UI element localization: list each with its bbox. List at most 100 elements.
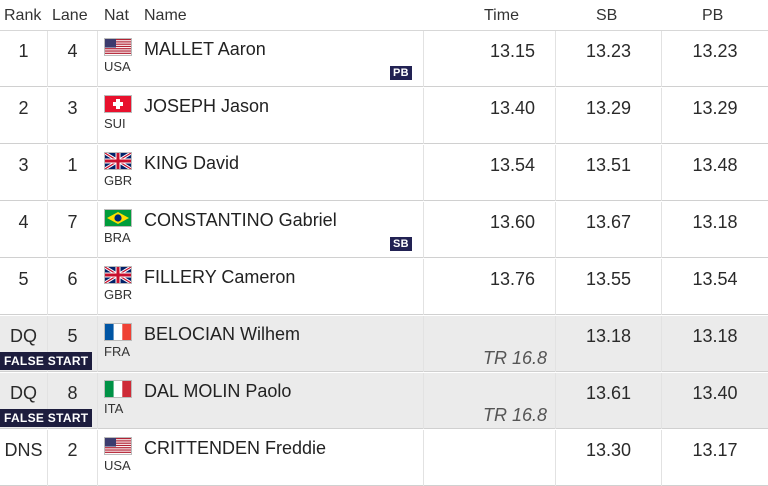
athlete-name[interactable]: FILLERY Cameron [144, 267, 295, 288]
nat-code: USA [104, 59, 131, 74]
sb-cell: 13.29 [556, 88, 662, 144]
nat-cell: USA [98, 430, 140, 486]
pb-cell: 13.40 [662, 373, 768, 429]
name-cell: FILLERY Cameron [140, 259, 424, 315]
personal-best-value: 13.23 [662, 41, 768, 62]
personal-best-value: 13.40 [662, 383, 768, 404]
name-cell: CRITTENDEN Freddie [140, 430, 424, 486]
season-best-value: 13.51 [556, 155, 661, 176]
nat-cell: SUI [98, 88, 140, 144]
sb-cell: 13.18 [556, 316, 662, 372]
time-cell: 13.54 [424, 145, 556, 201]
it-flag-icon [104, 380, 132, 398]
rule-reference: TR 16.8 [483, 348, 547, 369]
athlete-name[interactable]: KING David [144, 153, 239, 174]
time-value: 13.15 [490, 41, 535, 62]
season-best-value: 13.61 [556, 383, 661, 404]
nat-cell: BRA [98, 202, 140, 258]
rank: 5 [0, 269, 47, 290]
pb-cell: 13.54 [662, 259, 768, 315]
personal-best-value: 13.18 [662, 212, 768, 233]
nat-code: SUI [104, 116, 126, 131]
time-cell [424, 430, 556, 486]
season-best-value: 13.18 [556, 326, 661, 347]
results-table-header: Rank Lane Nat Name Time SB PB [0, 0, 768, 31]
col-header-sb[interactable]: SB [596, 7, 617, 25]
season-best-value: 13.67 [556, 212, 661, 233]
season-best-value: 13.23 [556, 41, 661, 62]
col-header-time[interactable]: Time [484, 7, 519, 25]
athlete-name[interactable]: CONSTANTINO Gabriel [144, 210, 337, 231]
lane-cell: 3 [48, 88, 98, 144]
athlete-name[interactable]: MALLET Aaron [144, 39, 266, 60]
nat-code: ITA [104, 401, 123, 416]
personal-best-value: 13.54 [662, 269, 768, 290]
season-best-value: 13.30 [556, 440, 661, 461]
ch-flag-icon [104, 95, 132, 113]
rank: 2 [0, 98, 47, 119]
athlete-name[interactable]: CRITTENDEN Freddie [144, 438, 326, 459]
col-header-nat[interactable]: Nat [104, 7, 129, 25]
col-header-lane[interactable]: Lane [52, 7, 88, 25]
rank: 1 [0, 41, 47, 62]
athlete-name[interactable]: JOSEPH Jason [144, 96, 269, 117]
pb-cell: 13.17 [662, 430, 768, 486]
col-header-name[interactable]: Name [144, 7, 187, 25]
personal-best-value: 13.48 [662, 155, 768, 176]
name-cell: DAL MOLIN Paolo [140, 373, 424, 429]
us-flag-icon [104, 38, 132, 56]
false-start-label: FALSE START [0, 409, 92, 427]
lane: 2 [48, 440, 97, 461]
time-value: 13.54 [490, 155, 535, 176]
sb-cell: 13.55 [556, 259, 662, 315]
nat-cell: ITA [98, 373, 140, 429]
time-cell: TR 16.8 [424, 373, 556, 429]
lane-cell: 2 [48, 430, 98, 486]
gb-flag-icon [104, 266, 132, 284]
col-header-pb[interactable]: PB [702, 7, 723, 25]
nat-code: GBR [104, 287, 132, 302]
nat-code: BRA [104, 230, 131, 245]
nat-cell: FRA [98, 316, 140, 372]
pb-cell: 13.18 [662, 202, 768, 258]
rank: 3 [0, 155, 47, 176]
sb-cell: 13.67 [556, 202, 662, 258]
lane: 4 [48, 41, 97, 62]
nat-cell: USA [98, 31, 140, 87]
sb-cell: 13.23 [556, 31, 662, 87]
pb-cell: 13.18 [662, 316, 768, 372]
personal-best-value: 13.18 [662, 326, 768, 347]
lane: 5 [48, 326, 97, 347]
nat-code: FRA [104, 344, 130, 359]
lane: 1 [48, 155, 97, 176]
lane-cell: 6 [48, 259, 98, 315]
lane-cell: 7 [48, 202, 98, 258]
rank-cell: 1 [0, 31, 48, 87]
rule-reference: TR 16.8 [483, 405, 547, 426]
br-flag-icon [104, 209, 132, 227]
rank: 4 [0, 212, 47, 233]
sb-cell: 13.51 [556, 145, 662, 201]
lane-cell: 1 [48, 145, 98, 201]
false-start-label: FALSE START [0, 352, 92, 370]
athlete-name[interactable]: DAL MOLIN Paolo [144, 381, 291, 402]
time-value: 13.76 [490, 269, 535, 290]
time-cell: 13.76 [424, 259, 556, 315]
rank-cell: 5 [0, 259, 48, 315]
season-best-value: 13.55 [556, 269, 661, 290]
rank-cell: 2 [0, 88, 48, 144]
personal-best-value: 13.29 [662, 98, 768, 119]
athlete-name[interactable]: BELOCIAN Wilhem [144, 324, 300, 345]
col-header-rank[interactable]: Rank [4, 7, 41, 25]
rank: DQ [0, 383, 47, 404]
lane: 6 [48, 269, 97, 290]
